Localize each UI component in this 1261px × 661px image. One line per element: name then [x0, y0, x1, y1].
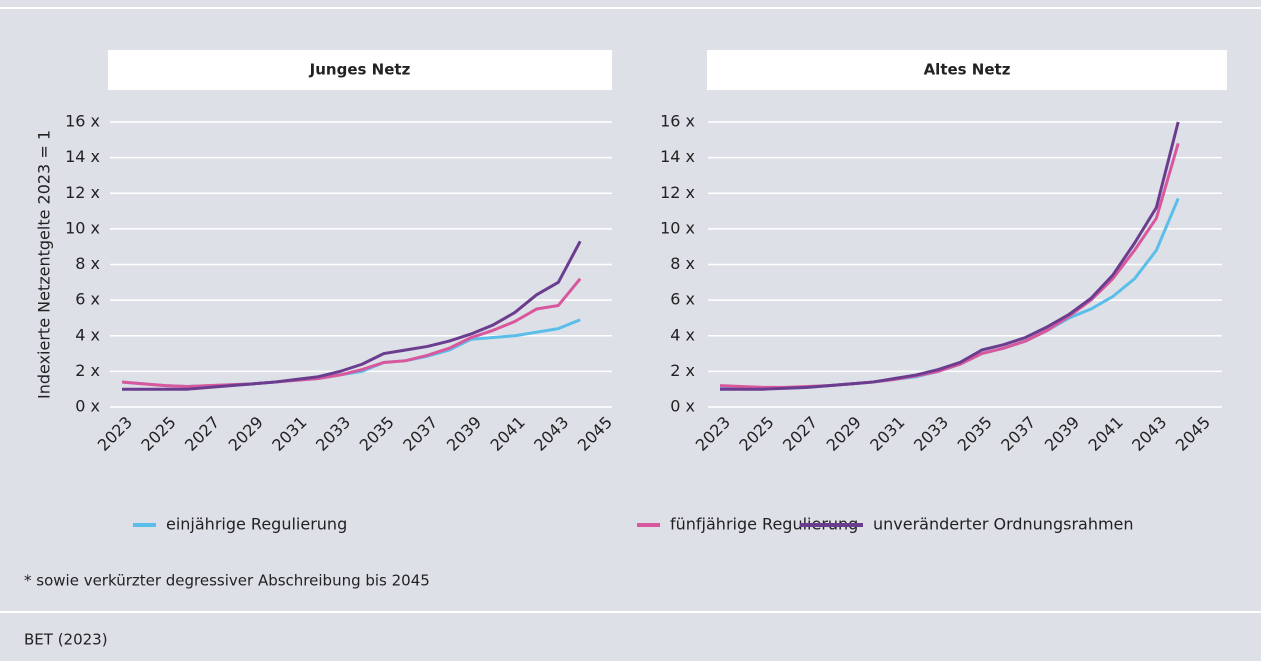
x-tick-label: 2029 — [823, 413, 865, 455]
x-tick-label: 2043 — [530, 413, 572, 455]
y-tick-label: 12 x — [660, 183, 695, 202]
y-tick-label: 2 x — [75, 361, 100, 380]
x-tick-label: 2037 — [399, 413, 441, 455]
line — [121, 318, 581, 389]
y-tick-label: 8 x — [670, 254, 695, 273]
y-tick-label: 10 x — [660, 218, 695, 237]
y-tick-label: 2 x — [670, 361, 695, 380]
y-tick-label: 12 x — [65, 183, 100, 202]
x-tick-label: 2027 — [181, 413, 223, 455]
y-tick-label: 10 x — [65, 218, 100, 237]
legend-label: unveränderter Ordnungsrahmen — [873, 515, 1134, 534]
y-tick-label: 4 x — [75, 325, 100, 344]
legend-label: einjährige Regulierung — [166, 515, 347, 534]
x-tick-label: 2029 — [225, 413, 267, 455]
x-tick-label: 2023 — [94, 413, 136, 455]
title-box — [707, 50, 1227, 90]
y-tick-label: 4 x — [670, 325, 695, 344]
x-tick-label: 2025 — [735, 413, 777, 455]
y-tick-label: 14 x — [65, 147, 100, 166]
line — [121, 277, 582, 389]
legend-label: fünfjährige Regulierung — [670, 515, 858, 534]
x-tick-label: 2031 — [268, 413, 310, 455]
title-box — [108, 50, 612, 90]
x-tick-label: 2045 — [574, 413, 616, 455]
chart-title: Altes Netz — [924, 61, 1011, 79]
x-tick-label: 2045 — [1172, 413, 1214, 455]
y-tick-label: 14 x — [660, 147, 695, 166]
line — [122, 240, 582, 391]
y-tick-label: 16 x — [65, 112, 100, 131]
x-tick-label: 2027 — [779, 413, 821, 455]
x-tick-label: 2035 — [954, 413, 996, 455]
y-tick-label: 0 x — [75, 397, 100, 416]
y-tick-label: 0 x — [670, 397, 695, 416]
line — [720, 121, 1180, 391]
x-tick-label: 2039 — [1041, 413, 1083, 455]
source: BET (2023) — [24, 631, 108, 649]
y-tick-label: 6 x — [75, 290, 100, 309]
x-tick-label: 2033 — [312, 413, 354, 455]
x-tick-label: 2023 — [692, 413, 734, 455]
footnote: * sowie verkürzter degressiver Abschreib… — [24, 572, 430, 590]
x-tick-label: 2037 — [997, 413, 1039, 455]
y-axis-label: Indexierte Netzentgelte 2023 = 1 — [35, 130, 54, 399]
x-tick-label: 2025 — [137, 413, 179, 455]
x-tick-label: 2043 — [1128, 413, 1170, 455]
line — [719, 198, 1180, 390]
y-tick-label: 6 x — [670, 290, 695, 309]
chart-title: Junges Netz — [309, 61, 411, 79]
x-tick-label: 2035 — [356, 413, 398, 455]
x-tick-label: 2039 — [443, 413, 485, 455]
x-tick-label: 2033 — [910, 413, 952, 455]
x-tick-label: 2041 — [487, 413, 529, 455]
x-tick-label: 2031 — [866, 413, 908, 455]
x-tick-label: 2041 — [1085, 413, 1127, 455]
line — [719, 142, 1180, 389]
y-tick-label: 16 x — [660, 112, 695, 131]
y-tick-label: 8 x — [75, 254, 100, 273]
